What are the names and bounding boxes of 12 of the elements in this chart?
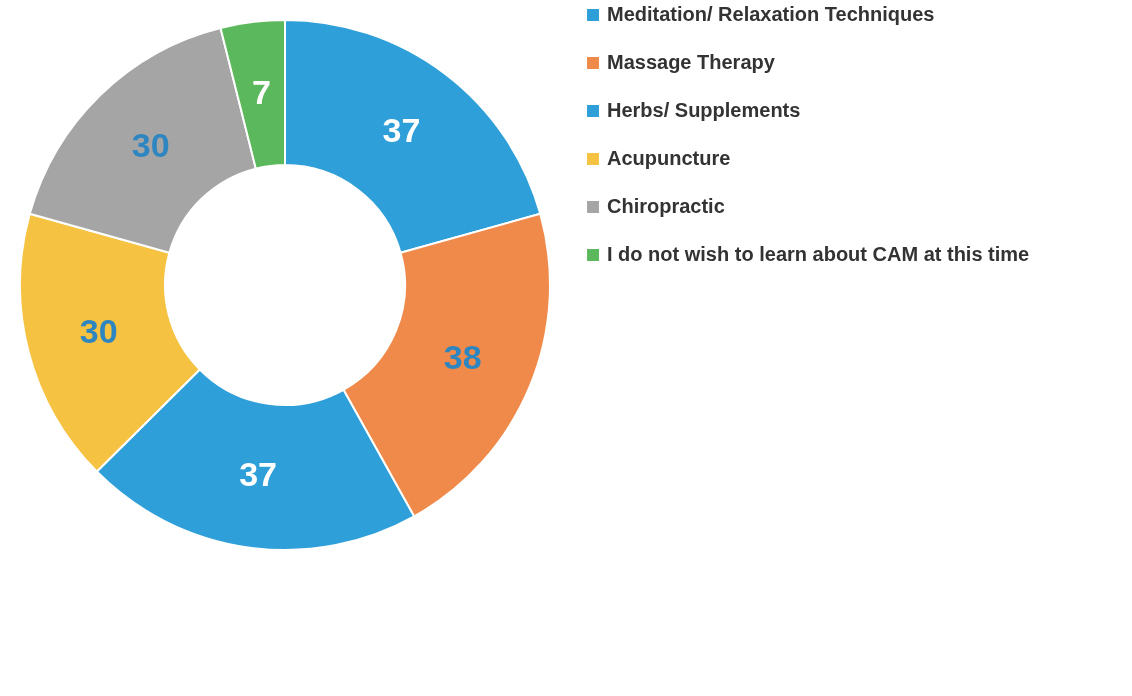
- legend-label: Herbs/ Supplements: [607, 99, 801, 121]
- data-label: 38: [443, 338, 482, 377]
- legend-label: Chiropractic: [607, 195, 725, 217]
- data-label: 7: [251, 72, 271, 111]
- data-label: 37: [239, 454, 277, 493]
- data-label: 37: [382, 110, 421, 149]
- data-label: 30: [79, 312, 118, 351]
- legend-label: I do not wish to learn about CAM at this time: [607, 243, 1030, 265]
- legend-label: Acupuncture: [607, 147, 731, 169]
- legend-label: Meditation/ Relaxation Techniques: [607, 3, 935, 25]
- data-label: 30: [131, 126, 170, 165]
- legend-label: Massage Therapy: [607, 51, 776, 73]
